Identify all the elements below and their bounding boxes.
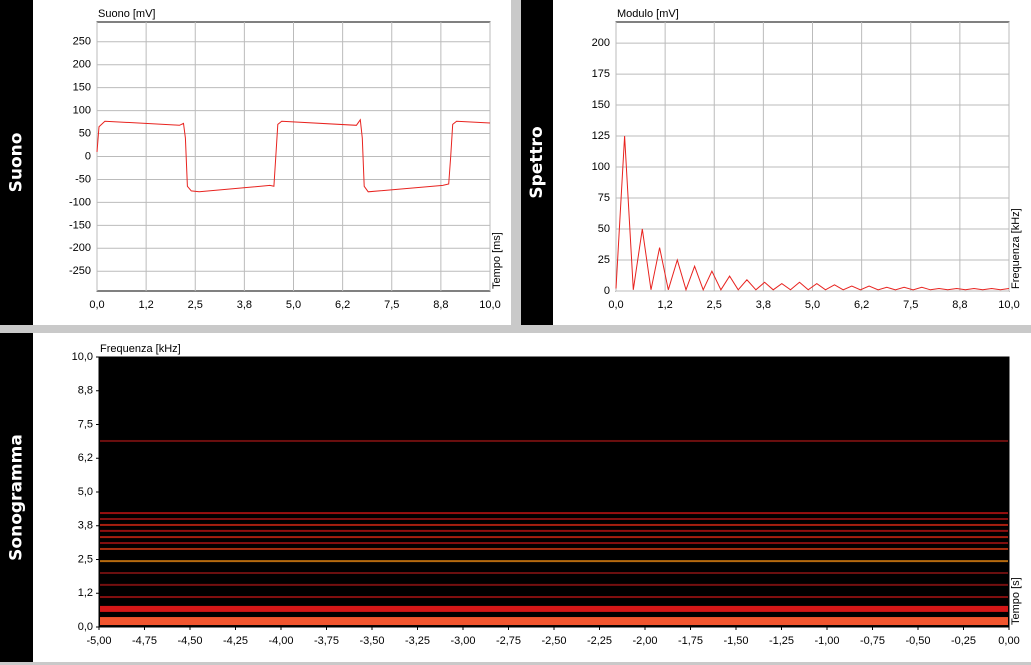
x-tick-label: -3,00 — [450, 635, 475, 647]
x-tick-label: -2,25 — [587, 635, 612, 647]
y-tick-label: 0 — [85, 150, 91, 162]
y-tick-label: -250 — [69, 265, 91, 277]
sidebar-label: Suono — [7, 133, 27, 193]
x-tick-label: 1,2 — [657, 299, 672, 311]
x-tick-label: -3,25 — [405, 635, 430, 647]
spectral-band — [100, 523, 1008, 526]
x-tick-label: -0,50 — [905, 635, 930, 647]
signal-line — [615, 135, 1010, 292]
y-tick-label: 10,0 — [72, 351, 93, 363]
x-tick-label: 6,2 — [335, 299, 350, 311]
spectral-band — [100, 617, 1008, 626]
x-axis-title: Frequenza [kHz] — [1010, 208, 1022, 289]
sidebar — [521, 0, 553, 325]
sidebar-label: Sonogramma — [7, 434, 27, 561]
y-tick-label: -100 — [69, 196, 91, 208]
x-tick-label: -1,25 — [769, 635, 794, 647]
plot-area — [98, 356, 1010, 628]
y-tick-label: 1,2 — [78, 587, 93, 599]
spectral-band — [100, 542, 1008, 545]
spectral-band — [100, 560, 1008, 563]
x-tick-label: -4,25 — [223, 635, 248, 647]
y-tick-label: 0,0 — [78, 621, 93, 633]
x-tick-label: 1,2 — [138, 299, 153, 311]
x-tick-label: 8,8 — [952, 299, 967, 311]
x-tick-label: 0,0 — [608, 299, 623, 311]
y-tick-label: 200 — [73, 59, 91, 71]
y-tick-label: 25 — [598, 254, 610, 266]
x-tick-label: -0,75 — [860, 635, 885, 647]
spectral-band — [100, 596, 1008, 599]
x-tick-label: 5,0 — [805, 299, 820, 311]
x-tick-label: 7,5 — [903, 299, 918, 311]
x-tick-label: -4,00 — [268, 635, 293, 647]
x-axis-title: Tempo [ms] — [491, 232, 503, 289]
y-tick-label: 75 — [598, 192, 610, 204]
y-tick-label: 50 — [598, 223, 610, 235]
x-tick-label: 10,0 — [998, 299, 1019, 311]
signal-line — [96, 118, 491, 193]
x-tick-label: -2,00 — [632, 635, 657, 647]
x-tick-label: 5,0 — [286, 299, 301, 311]
y-tick-label: 5,0 — [78, 486, 93, 498]
y-tick-label: -150 — [69, 219, 91, 231]
y-tick-label: 2,5 — [78, 553, 93, 565]
spectral-band — [100, 518, 1008, 520]
y-tick-label: 8,8 — [78, 385, 93, 397]
spectral-band — [100, 583, 1008, 586]
x-tick-label: 8,8 — [433, 299, 448, 311]
spectral-band — [100, 605, 1008, 612]
spectral-band — [100, 529, 1008, 532]
x-tick-label: -4,75 — [132, 635, 157, 647]
x-tick-label: -1,00 — [814, 635, 839, 647]
x-tick-label: 7,5 — [384, 299, 399, 311]
x-tick-label: 3,8 — [756, 299, 771, 311]
y-tick-label: -200 — [69, 242, 91, 254]
x-tick-label: -5,00 — [86, 635, 111, 647]
y-tick-label: 175 — [592, 68, 610, 80]
x-tick-label: -2,75 — [496, 635, 521, 647]
x-tick-label: 2,5 — [188, 299, 203, 311]
y-tick-label: 100 — [592, 161, 610, 173]
x-tick-label: -1,50 — [723, 635, 748, 647]
x-tick-label: -2,50 — [541, 635, 566, 647]
spectral-band — [100, 536, 1008, 539]
x-tick-label: -4,50 — [177, 635, 202, 647]
y-tick-label: 125 — [592, 130, 610, 142]
x-tick-label: 6,2 — [854, 299, 869, 311]
x-tick-label: 2,5 — [707, 299, 722, 311]
y-tick-label: 3,8 — [78, 520, 93, 532]
spectral-band — [100, 439, 1008, 442]
sidebar — [0, 333, 33, 662]
y-tick-label: 200 — [592, 37, 610, 49]
y-tick-label: 7,5 — [78, 418, 93, 430]
sidebar-label: Spettro — [527, 126, 547, 198]
x-tick-label: -0,25 — [951, 635, 976, 647]
y-tick-label: 0 — [604, 285, 610, 297]
x-tick-label: -3,50 — [359, 635, 384, 647]
y-tick-label: 150 — [592, 99, 610, 111]
x-tick-label: 0,00 — [998, 635, 1019, 647]
x-tick-label: 10,0 — [479, 299, 500, 311]
y-axis-title: Frequenza [kHz] — [100, 343, 181, 355]
y-axis-title: Modulo [mV] — [617, 8, 679, 20]
x-tick-label: -3,75 — [314, 635, 339, 647]
y-axis-title: Suono [mV] — [98, 8, 155, 20]
y-tick-label: 150 — [73, 82, 91, 94]
x-tick-label: 0,0 — [89, 299, 104, 311]
y-tick-label: 100 — [73, 105, 91, 117]
y-tick-label: 250 — [73, 36, 91, 48]
y-tick-label: 6,2 — [78, 452, 93, 464]
x-tick-label: 3,8 — [237, 299, 252, 311]
sidebar — [0, 0, 33, 325]
y-tick-label: 50 — [79, 127, 91, 139]
spectral-band — [100, 547, 1008, 550]
spectral-band — [100, 572, 1008, 574]
y-tick-label: -50 — [75, 173, 91, 185]
x-axis-title: Tempo [s] — [1010, 577, 1022, 625]
x-tick-label: -1,75 — [678, 635, 703, 647]
spectral-band — [100, 512, 1008, 515]
